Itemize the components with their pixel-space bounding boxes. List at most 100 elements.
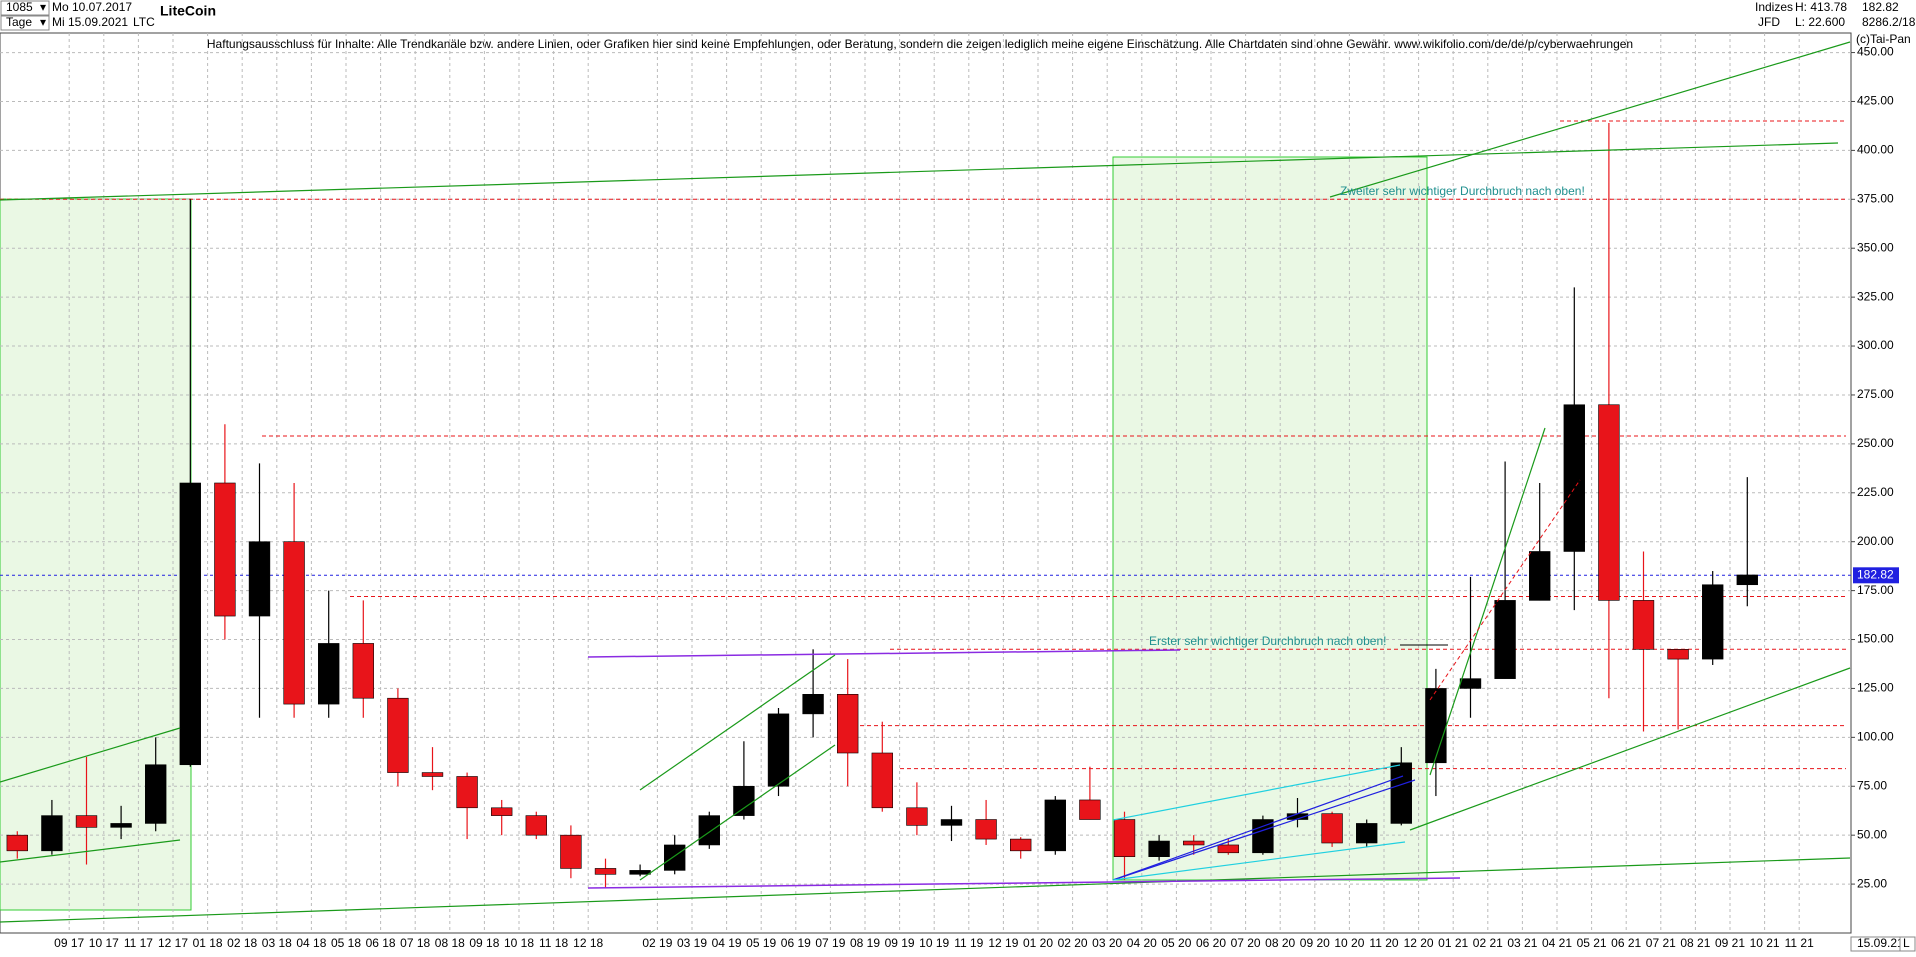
candle-body [767,713,790,787]
y-tick-label: 400.00 [1857,143,1894,157]
y-tick-label: 100.00 [1857,730,1894,744]
x-tick-label: 09 20 [1300,936,1330,950]
x-tick-label: 02 18 [227,936,257,950]
dropdown-arrow: ▾ [40,0,46,14]
y-tick-label: 350.00 [1857,240,1894,254]
candle-body [214,482,236,617]
high: H: 413.78 [1795,0,1847,14]
candle-body [248,541,271,617]
x-tick-label: 12 19 [988,936,1018,950]
candle-body [1667,649,1689,660]
candle-body [629,870,651,875]
x-tick-label: 10 18 [504,936,534,950]
y-tick-label: 300.00 [1857,338,1894,352]
x-tick-label: 10 19 [919,936,949,950]
candle-body [421,772,444,777]
candle-body [352,643,374,699]
candle-body [75,815,98,828]
candle-body [491,807,513,816]
candle-body [1702,584,1724,660]
trend-line [0,142,1839,201]
candle-body [1010,838,1032,852]
x-tick-label: 04 20 [1127,936,1157,950]
x-tick-label: 12 20 [1404,936,1434,950]
trend-line [1112,764,1401,821]
disclaimer: Haftungsausschluss für Inhalte: Alle Tre… [207,37,1633,51]
x-tick-label: 01 18 [193,936,223,950]
y-tick-label: 50.00 [1857,827,1887,841]
candle-body [110,823,132,828]
trend-line [1329,41,1851,198]
x-tick-label: 06 18 [366,936,396,950]
scale-box[interactable] [1899,936,1916,952]
candle-body [871,752,893,809]
x-tick-label: 07 18 [400,936,430,950]
last-price: 182.82 [1862,0,1899,14]
plot-frame [0,32,1852,934]
x-tick-label: 05 18 [331,936,361,950]
x-tick-label: 03 20 [1092,936,1122,950]
count-box[interactable] [0,0,50,16]
x-tick-label: 06 21 [1611,936,1641,950]
trend-line [639,654,836,791]
candle-body [456,776,478,809]
candle-body [1459,678,1482,689]
x-tick-label: 11 19 [954,936,983,950]
candle-body [1390,762,1412,824]
candle-body [1044,799,1066,852]
x-tick-label: 10 17 [89,936,119,950]
candle-body [41,815,63,852]
trend-line [0,839,181,863]
x-tick-label: 02 19 [642,936,672,950]
source: JFD [1758,15,1780,29]
candle-body [318,643,340,705]
x-tick-label: 05 21 [1577,936,1607,950]
candle-body [560,834,582,869]
trend-line [639,744,836,881]
y-tick-label: 275.00 [1857,387,1894,401]
x-tick-label: 03 21 [1507,936,1537,950]
x-tick-label: 02 21 [1473,936,1503,950]
last-price-label: 182.82 [1857,567,1894,581]
period-box[interactable] [0,15,50,31]
candle-body [906,807,928,826]
x-tick-label: 04 21 [1542,936,1572,950]
copyright: (c)Tai-Pan [1856,32,1911,46]
candle-body [975,819,997,840]
trend-line [1112,841,1406,881]
dropdown-arrow: ▾ [40,15,46,29]
period: Tage [6,15,32,29]
annotation: Zweiter sehr wichtiger Durchbruch nach o… [1340,184,1585,198]
x-tick-label: 12 18 [573,936,603,950]
candle-body [1217,844,1239,854]
y-tick-label: 200.00 [1857,534,1894,548]
y-tick-label: 450.00 [1857,45,1894,59]
x-tick-label: 04 18 [296,936,326,950]
x-tick-label: 11 17 [124,936,153,950]
candle-body [1494,600,1516,679]
candle-body [1356,823,1378,844]
candle-body [1425,688,1447,764]
x-tick-label: 05 19 [746,936,776,950]
x-tick-label: 08 18 [435,936,465,950]
x-tick-label: 06 20 [1196,936,1226,950]
y-tick-label: 225.00 [1857,485,1894,499]
candle-body [802,694,824,715]
x-tick-label: 12 17 [158,936,188,950]
start-date: Mo 10.07.2017 [52,0,132,14]
scale-box-label: L [1903,936,1910,950]
y-tick-label: 175.00 [1857,583,1894,597]
x-tick-label: 09 18 [469,936,499,950]
last-price-box [1853,567,1899,584]
y-tick-label: 325.00 [1857,289,1894,303]
trend-line [1409,667,1851,831]
candle-body [1529,551,1551,601]
candle-body [1183,840,1205,846]
candle-body [179,482,201,766]
candle-body [1113,819,1136,857]
x-tick-label: 02 20 [1058,936,1088,950]
x-tick-label: 10 21 [1750,936,1780,950]
trend-line [587,649,1181,658]
x-tick-label: 01 20 [1023,936,1053,950]
